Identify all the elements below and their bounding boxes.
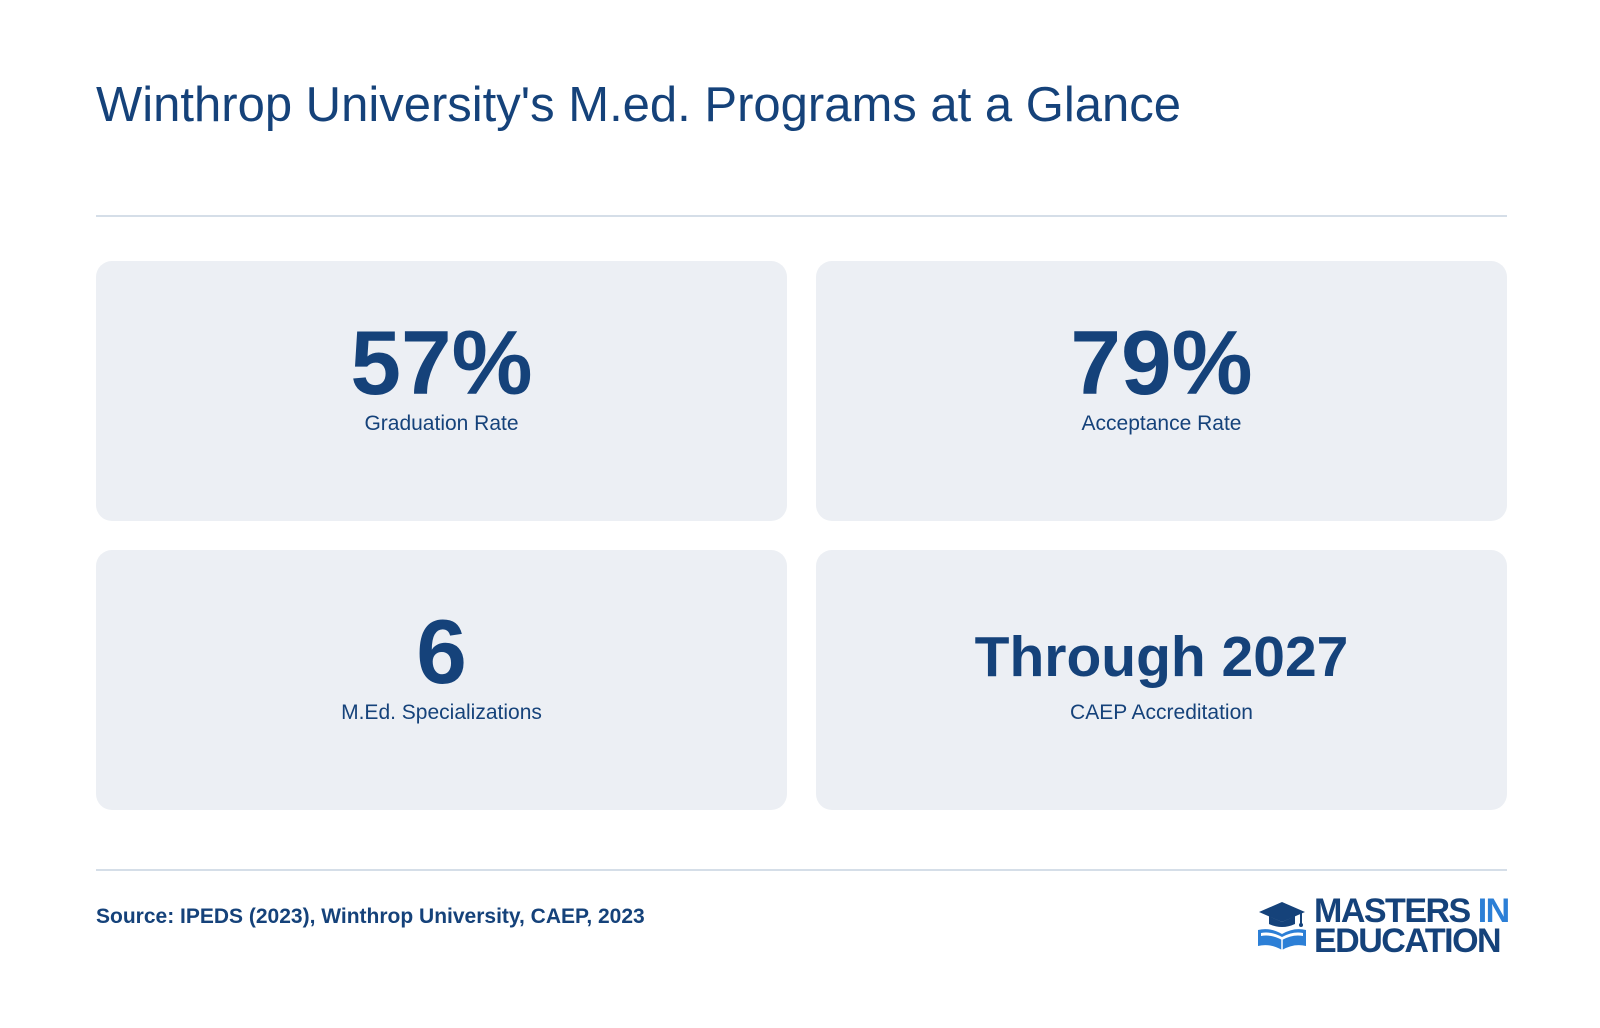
logo-word-masters: MASTERS (1314, 892, 1471, 930)
stat-card-graduation-rate: 57% Graduation Rate (96, 261, 787, 521)
top-divider (96, 215, 1507, 217)
stat-value: 57% (350, 313, 533, 414)
masters-in-education-logo: MASTERS IN EDUCATION (1256, 894, 1510, 960)
stat-value: 79% (1070, 313, 1253, 414)
stats-grid: 57% Graduation Rate 79% Acceptance Rate … (96, 261, 1507, 810)
graduation-cap-book-icon (1258, 902, 1306, 950)
bottom-divider (96, 869, 1507, 871)
stat-label: CAEP Accreditation (1070, 701, 1253, 724)
page-title: Winthrop University's M.ed. Programs at … (96, 78, 1182, 132)
stat-card-acceptance-rate: 79% Acceptance Rate (816, 261, 1507, 521)
stat-value: Through 2027 (974, 625, 1349, 689)
stat-label: Graduation Rate (364, 412, 519, 435)
source-note: Source: IPEDS (2023), Winthrop Universit… (96, 905, 645, 928)
stat-value: 6 (416, 602, 467, 703)
stat-label: Acceptance Rate (1081, 412, 1242, 435)
stat-card-accreditation: Through 2027 CAEP Accreditation (816, 550, 1507, 810)
logo-word-in: IN (1477, 892, 1511, 930)
logo-line-1: MASTERS IN (1314, 894, 1510, 928)
logo-wordmark: MASTERS IN EDUCATION (1314, 894, 1510, 960)
stat-card-specializations: 6 M.Ed. Specializations (96, 550, 787, 810)
logo-word-education: EDUCATION (1314, 922, 1502, 960)
stat-label: M.Ed. Specializations (341, 701, 542, 724)
